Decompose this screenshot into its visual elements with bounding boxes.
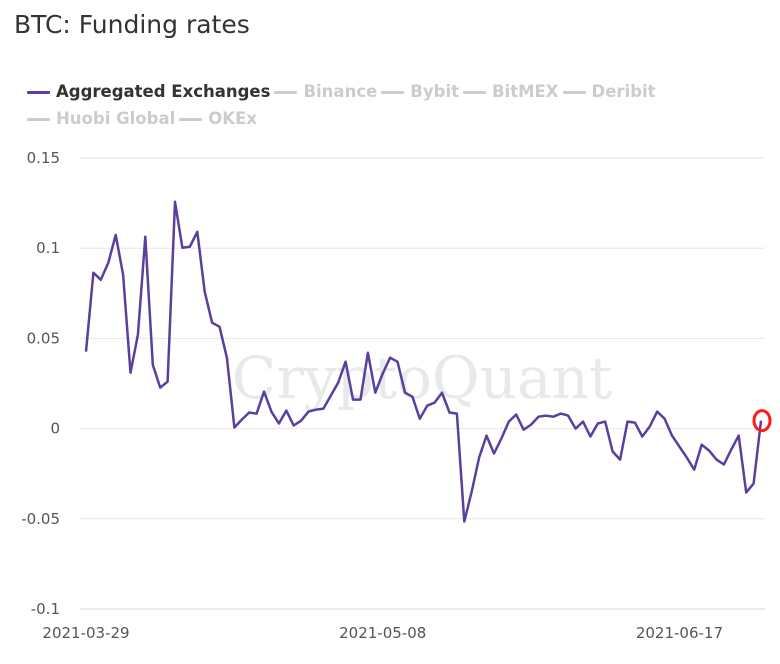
legend-label: Aggregated Exchanges	[56, 82, 271, 101]
data-point	[95, 274, 107, 286]
data-point	[584, 431, 596, 443]
data-point	[80, 346, 92, 358]
legend-swatch	[27, 118, 50, 121]
data-point	[481, 430, 493, 442]
data-point	[577, 416, 589, 428]
data-point	[110, 229, 122, 241]
data-point	[377, 368, 389, 380]
data-point	[666, 430, 678, 442]
data-point	[317, 403, 329, 415]
data-point	[495, 433, 507, 445]
data-point	[429, 397, 441, 409]
legend-label: Deribit	[591, 82, 656, 101]
data-point	[406, 391, 418, 403]
data-point	[599, 416, 611, 428]
data-point	[755, 415, 767, 427]
data-point	[162, 376, 174, 388]
legend-item-binance[interactable]: Binance	[274, 78, 377, 105]
y-tick-label: 0.1	[36, 239, 60, 257]
data-point	[258, 386, 270, 398]
data-point	[199, 286, 211, 298]
legend-swatch	[381, 91, 405, 94]
data-point	[510, 409, 522, 421]
data-point	[184, 241, 196, 253]
y-tick-label: -0.05	[21, 510, 60, 528]
data-point	[265, 406, 277, 418]
legend: Aggregated Exchanges Binance Bybit BitMEX De…	[27, 78, 747, 132]
data-point	[139, 231, 151, 243]
data-point	[473, 452, 485, 464]
data-point	[644, 421, 656, 433]
data-point	[362, 347, 374, 359]
y-tick-label: 0	[50, 420, 60, 438]
data-point	[725, 444, 737, 456]
legend-swatch	[27, 91, 50, 94]
series-line-aggregated-exchanges	[84, 200, 763, 523]
data-point	[629, 417, 641, 429]
data-point	[125, 367, 137, 379]
legend-label: Huobi Global	[56, 109, 176, 128]
y-tick-label: 0.15	[27, 149, 60, 167]
legend-swatch	[562, 91, 586, 94]
data-point	[414, 413, 426, 425]
data-point	[169, 196, 181, 208]
y-tick-label: 0.05	[27, 329, 60, 347]
legend-item-aggregated-exchanges[interactable]: Aggregated Exchanges	[27, 78, 270, 105]
data-point	[273, 418, 285, 430]
data-point	[451, 408, 463, 420]
data-point	[280, 405, 292, 417]
legend-label: BitMEX	[491, 82, 559, 101]
data-point	[221, 352, 233, 364]
data-point	[325, 390, 337, 402]
data-point	[614, 454, 626, 466]
legend-item-bitmex[interactable]: BitMEX	[462, 78, 559, 105]
legend-swatch	[274, 91, 298, 94]
data-point	[117, 269, 129, 281]
data-point	[354, 394, 366, 406]
chart-title: BTC: Funding rates	[14, 10, 250, 39]
data-point	[332, 377, 344, 389]
data-point	[369, 387, 381, 399]
data-point	[466, 486, 478, 498]
data-point	[251, 408, 263, 420]
data-point	[673, 441, 685, 453]
data-point	[132, 329, 144, 341]
data-point	[488, 447, 500, 459]
data-point	[214, 321, 226, 333]
data-point	[562, 410, 574, 422]
legend-item-deribit[interactable]: Deribit	[562, 78, 656, 105]
legend-item-bybit[interactable]: Bybit	[381, 78, 459, 105]
x-tick-label: 2021-03-29	[42, 624, 129, 642]
data-point	[458, 516, 470, 528]
highlight-circle	[752, 409, 772, 433]
legend-label: Bybit	[410, 82, 459, 101]
watermark-logo: CryptoQuant	[232, 344, 612, 412]
data-point	[688, 464, 700, 476]
data-point	[733, 430, 745, 442]
data-point	[147, 359, 159, 371]
data-point	[681, 452, 693, 464]
data-point	[659, 413, 671, 425]
data-point	[191, 226, 203, 238]
data-point	[102, 257, 114, 269]
legend-label: OKEx	[208, 109, 257, 128]
legend-label: Binance	[303, 82, 378, 101]
data-point	[718, 458, 730, 470]
x-tick-label: 2021-06-17	[636, 624, 723, 642]
legend-item-okex[interactable]: OKEx	[179, 105, 257, 132]
legend-item-huobi-global[interactable]: Huobi Global	[27, 105, 175, 132]
data-point	[748, 478, 760, 490]
data-point	[636, 431, 648, 443]
legend-swatch	[462, 91, 486, 94]
data-point	[392, 356, 404, 368]
y-tick-label: -0.1	[31, 600, 60, 618]
x-tick-label: 2021-05-08	[339, 624, 426, 642]
legend-swatch	[179, 118, 203, 121]
data-point	[340, 356, 352, 368]
data-point	[436, 387, 448, 399]
